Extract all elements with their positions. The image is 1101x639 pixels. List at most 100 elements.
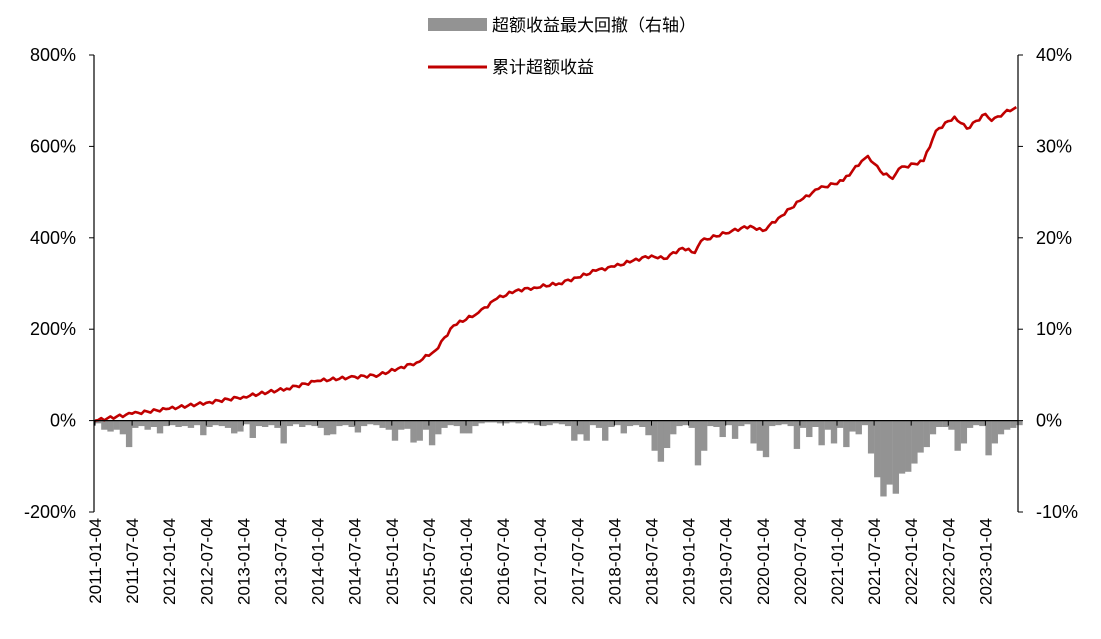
drawdown-bar — [694, 420, 702, 466]
drawdown-bar — [249, 420, 256, 438]
drawdown-bar — [509, 420, 516, 423]
left-tick-label: 600% — [30, 136, 76, 156]
left-tick-label: -200% — [24, 502, 76, 522]
drawdown-bar — [187, 420, 195, 428]
x-tick-label: 2022-07-04 — [939, 518, 958, 605]
drawdown-bar — [163, 420, 170, 427]
drawdown-bar — [268, 420, 275, 426]
drawdown-bar — [942, 420, 949, 427]
drawdown-bar — [676, 420, 683, 427]
drawdown-bar — [670, 420, 677, 435]
drawdown-bar — [682, 420, 689, 426]
drawdown-bar — [923, 420, 930, 448]
drawdown-bar — [410, 420, 417, 443]
drawdown-bar — [602, 420, 609, 441]
drawdown-bar — [843, 420, 850, 448]
left-tick-label: 200% — [30, 319, 76, 339]
drawdown-bar — [886, 420, 893, 485]
drawdown-bar — [274, 420, 281, 428]
drawdown-bar — [490, 420, 498, 423]
drawdown-bar — [1010, 420, 1017, 428]
drawdown-bar — [379, 420, 386, 428]
right-tick-label: 20% — [1036, 228, 1072, 248]
right-tick-label: 40% — [1036, 45, 1072, 65]
drawdown-bar — [385, 420, 392, 430]
drawdown-bar — [651, 420, 658, 451]
drawdown-bar — [428, 420, 436, 446]
drawdown-bar — [812, 420, 819, 427]
drawdown-bar — [496, 420, 504, 424]
drawdown-bar — [342, 420, 349, 426]
drawdown-bar — [484, 420, 491, 423]
drawdown-bar — [113, 420, 120, 430]
drawdown-bar — [738, 420, 745, 427]
x-tick-label: 2011-01-04 — [86, 518, 105, 604]
drawdown-bar — [917, 420, 924, 453]
right-tick-label: 30% — [1036, 136, 1072, 156]
drawdown-bar — [348, 420, 355, 427]
drawdown-bar — [175, 420, 182, 427]
drawdown-bar — [657, 420, 665, 462]
drawdown-bar — [905, 420, 912, 472]
drawdown-bar — [534, 420, 541, 426]
legend: 超额收益最大回撤（右轴） 累计超额收益 — [428, 16, 696, 78]
right-tick-label: 0% — [1036, 411, 1062, 431]
drawdown-bar — [150, 420, 158, 427]
drawdown-bar — [138, 420, 145, 427]
drawdown-bar — [119, 420, 127, 435]
drawdown-bar — [824, 420, 832, 430]
drawdown-bar — [206, 420, 213, 427]
drawdown-bar — [892, 420, 900, 494]
drawdown-bar — [323, 420, 331, 436]
drawdown-bar — [558, 420, 566, 425]
drawdown-bar — [880, 420, 887, 497]
drawdown-bar — [991, 420, 998, 444]
drawdown-bar — [237, 420, 244, 432]
drawdown-bar — [935, 420, 943, 427]
drawdown-bar — [218, 420, 226, 427]
x-tick-label: 2017-07-04 — [568, 518, 587, 605]
drawdown-bar — [317, 420, 324, 428]
x-tick-label: 2013-01-04 — [234, 518, 253, 605]
drawdown-bar — [830, 420, 838, 444]
x-tick-label: 2014-01-04 — [309, 518, 328, 605]
cumulative-excess-return-line — [94, 106, 1018, 422]
drawdown-bar — [898, 420, 906, 474]
drawdown-bar — [768, 420, 776, 427]
drawdown-bar — [540, 420, 547, 427]
x-tick-label: 2014-07-04 — [346, 518, 365, 605]
axes: -200% 0% 200% 400% 600% 800% -10% 0% 10% 20% 30% 40… — [24, 45, 1078, 605]
drawdown-bar — [985, 420, 992, 456]
drawdown-bar — [329, 420, 337, 435]
drawdown-bar — [775, 420, 782, 426]
right-tick-label: 10% — [1036, 319, 1072, 339]
drawdown-bar — [626, 420, 634, 427]
drawdown-bar — [305, 420, 312, 426]
drawdown-bar — [292, 420, 300, 425]
drawdown-bar — [688, 420, 695, 428]
drawdown-bar — [416, 420, 423, 441]
x-tick-label: 2016-01-04 — [457, 518, 476, 605]
drawdown-bar — [929, 420, 937, 435]
drawdown-bar — [336, 420, 343, 427]
drawdown-bar — [725, 420, 733, 426]
drawdown-bar — [224, 420, 232, 428]
drawdown-bar — [311, 420, 318, 427]
drawdown-bar — [564, 420, 572, 427]
drawdown-bar — [441, 420, 448, 428]
drawdown-bar — [756, 420, 763, 451]
x-tick-label: 2023-01-04 — [976, 518, 995, 605]
drawdown-bar — [806, 420, 813, 438]
drawdown-bar — [243, 420, 250, 425]
drawdown-bar — [515, 420, 522, 424]
x-tick-label: 2020-07-04 — [791, 518, 810, 605]
drawdown-bar — [156, 420, 164, 434]
drawdown-bar — [781, 420, 788, 425]
drawdown-bar — [614, 420, 621, 426]
drawdown-bar — [200, 420, 207, 436]
x-tick-label: 2018-01-04 — [605, 518, 624, 605]
drawdown-bar — [404, 420, 411, 429]
drawdown-bar — [447, 420, 454, 426]
drawdown-bar — [750, 420, 757, 444]
